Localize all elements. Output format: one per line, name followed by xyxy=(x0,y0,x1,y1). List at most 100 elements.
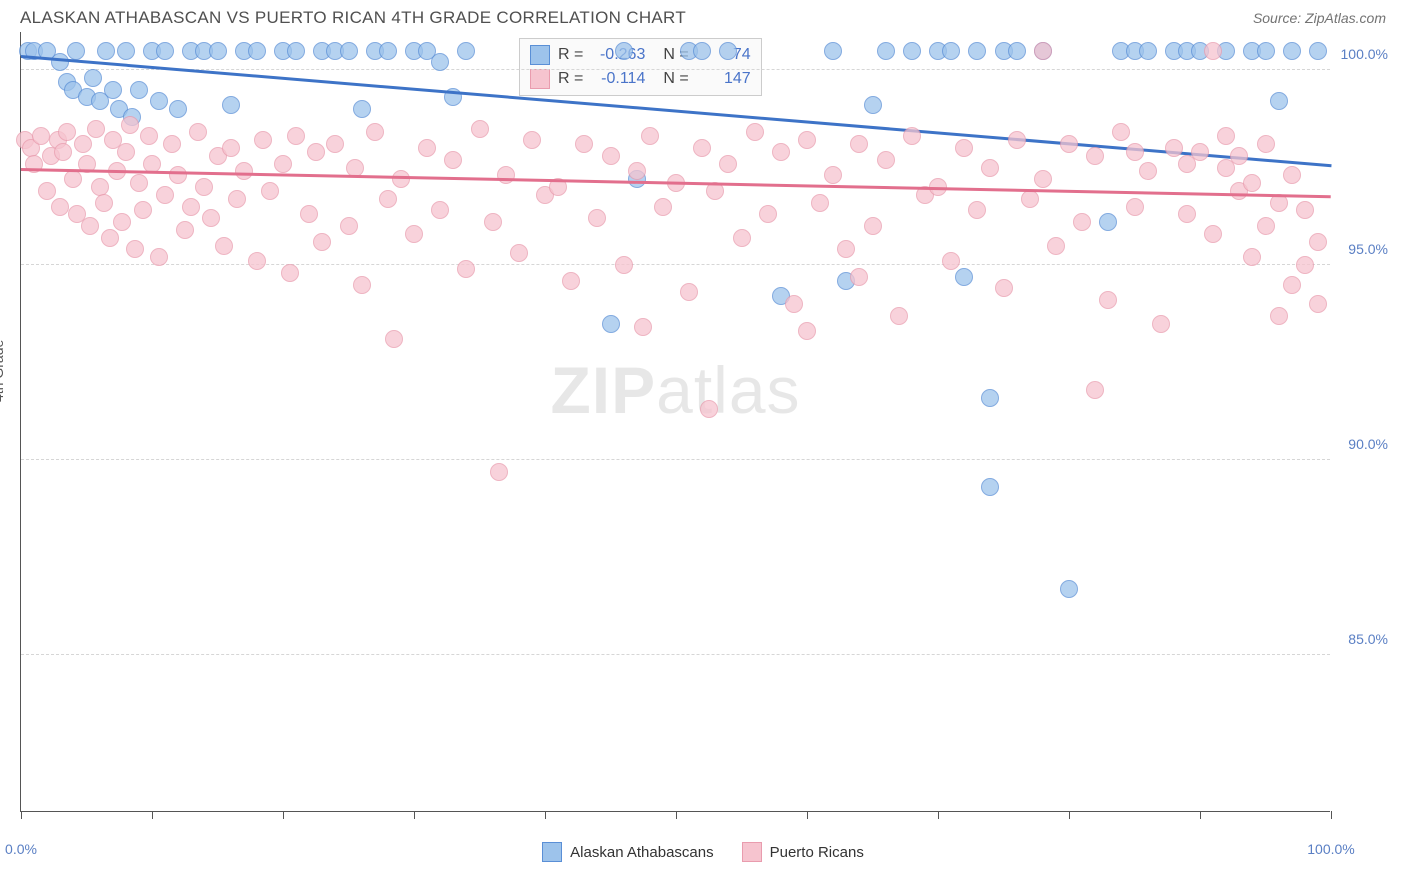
data-point xyxy=(1047,237,1065,255)
data-point xyxy=(785,295,803,313)
data-point xyxy=(995,279,1013,297)
data-point xyxy=(1099,213,1117,231)
y-tick-label: 95.0% xyxy=(1348,241,1388,257)
data-point xyxy=(313,233,331,251)
data-point xyxy=(444,151,462,169)
data-point xyxy=(1099,291,1117,309)
data-point xyxy=(523,131,541,149)
gridline xyxy=(21,654,1330,655)
data-point xyxy=(134,201,152,219)
data-point xyxy=(602,315,620,333)
data-point xyxy=(326,135,344,153)
data-point xyxy=(126,240,144,258)
x-tick xyxy=(1200,811,1201,819)
data-point xyxy=(101,229,119,247)
data-point xyxy=(392,170,410,188)
data-point xyxy=(1296,256,1314,274)
data-point xyxy=(215,237,233,255)
data-point xyxy=(1257,42,1275,60)
data-point xyxy=(1178,205,1196,223)
data-point xyxy=(67,42,85,60)
data-point xyxy=(32,127,50,145)
data-point xyxy=(1309,295,1327,313)
x-tick xyxy=(283,811,284,819)
data-point xyxy=(431,53,449,71)
data-point xyxy=(1073,213,1091,231)
y-tick-label: 85.0% xyxy=(1348,631,1388,647)
chart-title: ALASKAN ATHABASCAN VS PUERTO RICAN 4TH G… xyxy=(20,8,686,28)
data-point xyxy=(824,42,842,60)
data-point xyxy=(202,209,220,227)
data-point xyxy=(209,42,227,60)
data-point xyxy=(457,260,475,278)
gridline xyxy=(21,459,1330,460)
data-point xyxy=(1283,276,1301,294)
data-point xyxy=(510,244,528,262)
data-point xyxy=(1257,135,1275,153)
data-point xyxy=(130,174,148,192)
chart-source: Source: ZipAtlas.com xyxy=(1253,10,1386,26)
data-point xyxy=(418,139,436,157)
data-point xyxy=(95,194,113,212)
data-point xyxy=(654,198,672,216)
data-point xyxy=(759,205,777,223)
data-point xyxy=(798,322,816,340)
data-point xyxy=(431,201,449,219)
y-tick-label: 90.0% xyxy=(1348,436,1388,452)
data-point xyxy=(38,182,56,200)
data-point xyxy=(58,123,76,141)
data-point xyxy=(281,264,299,282)
data-point xyxy=(1217,127,1235,145)
data-point xyxy=(189,123,207,141)
gridline xyxy=(21,264,1330,265)
x-tick xyxy=(21,811,22,819)
watermark: ZIPatlas xyxy=(550,352,800,428)
x-tick xyxy=(414,811,415,819)
data-point xyxy=(1126,198,1144,216)
data-point xyxy=(1060,135,1078,153)
data-point xyxy=(864,96,882,114)
data-point xyxy=(471,120,489,138)
data-point xyxy=(837,240,855,258)
data-point xyxy=(1139,162,1157,180)
data-point xyxy=(680,283,698,301)
data-point xyxy=(903,42,921,60)
data-point xyxy=(497,166,515,184)
x-tick xyxy=(938,811,939,819)
legend-row: R =-0.114N =147 xyxy=(530,67,751,91)
data-point xyxy=(575,135,593,153)
x-tick xyxy=(676,811,677,819)
data-point xyxy=(981,389,999,407)
data-point xyxy=(74,135,92,153)
data-point xyxy=(490,463,508,481)
data-point xyxy=(81,217,99,235)
data-point xyxy=(1309,233,1327,251)
data-point xyxy=(117,42,135,60)
data-point xyxy=(248,42,266,60)
data-point xyxy=(1034,42,1052,60)
data-point xyxy=(113,213,131,231)
data-point xyxy=(195,178,213,196)
data-point xyxy=(156,42,174,60)
data-point xyxy=(1112,123,1130,141)
data-point xyxy=(235,162,253,180)
data-point xyxy=(1230,147,1248,165)
data-point xyxy=(248,252,266,270)
data-point xyxy=(1152,315,1170,333)
x-tick xyxy=(1331,811,1332,819)
data-point xyxy=(307,143,325,161)
data-point xyxy=(562,272,580,290)
y-tick-label: 100.0% xyxy=(1341,46,1388,62)
x-tick xyxy=(152,811,153,819)
data-point xyxy=(274,155,292,173)
data-point xyxy=(877,151,895,169)
data-point xyxy=(51,53,69,71)
data-point xyxy=(1060,580,1078,598)
data-point xyxy=(379,42,397,60)
gridline xyxy=(21,69,1330,70)
data-point xyxy=(346,159,364,177)
data-point xyxy=(54,143,72,161)
data-point xyxy=(850,268,868,286)
data-point xyxy=(824,166,842,184)
legend-item: Alaskan Athabascans xyxy=(542,842,713,862)
